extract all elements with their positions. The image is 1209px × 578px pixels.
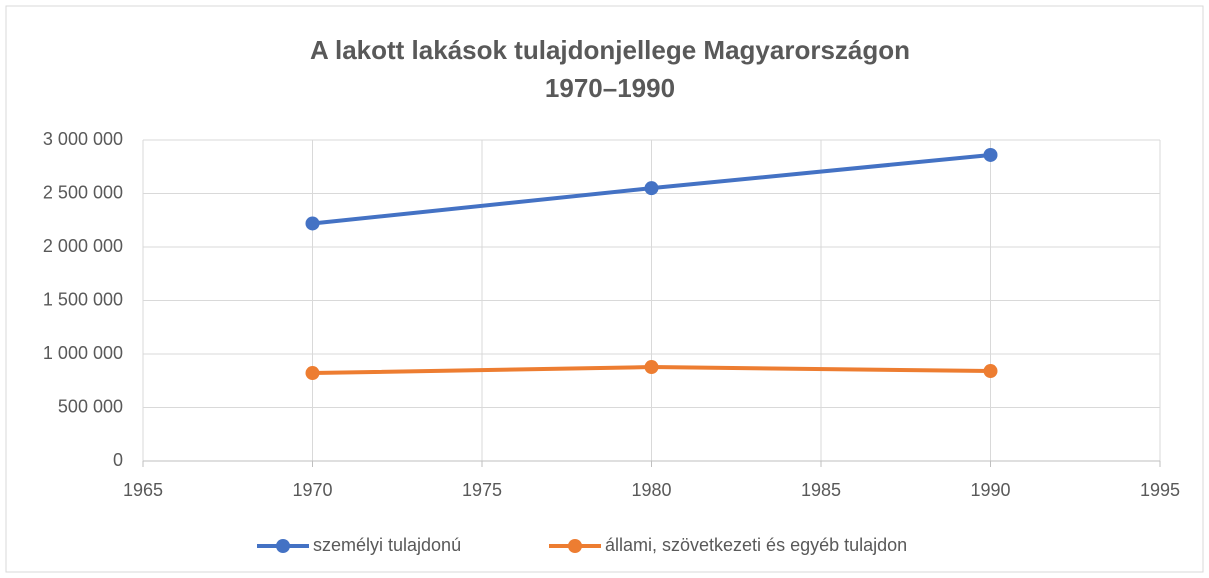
y-tick-label: 1 000 000: [43, 343, 123, 363]
x-tick-label: 1990: [970, 480, 1010, 500]
x-tick-label: 1970: [292, 480, 332, 500]
y-tick-label: 2 500 000: [43, 182, 123, 202]
y-tick-label: 500 000: [58, 396, 123, 416]
legend-label: személyi tulajdonú: [313, 535, 461, 555]
data-point: [983, 147, 998, 162]
y-tick-label: 2 000 000: [43, 236, 123, 256]
data-point: [305, 366, 320, 381]
chart-frame: [5, 5, 1204, 573]
x-tick-label: 1965: [123, 480, 163, 500]
data-point: [305, 216, 320, 231]
chart-subtitle: 1970–1990: [545, 73, 675, 103]
data-point: [983, 364, 998, 379]
x-tick-label: 1995: [1140, 480, 1180, 500]
data-point: [644, 360, 659, 375]
legend-marker: [568, 539, 582, 553]
y-tick-label: 0: [113, 450, 123, 470]
legend-marker: [276, 539, 290, 553]
y-tick-label: 3 000 000: [43, 129, 123, 149]
chart-title: A lakott lakások tulajdonjellege Magyaro…: [310, 35, 910, 65]
y-tick-label: 1 500 000: [43, 289, 123, 309]
legend-label: állami, szövetkezeti és egyéb tulajdon: [605, 535, 907, 555]
x-tick-label: 1980: [631, 480, 671, 500]
data-point: [644, 181, 659, 196]
x-tick-label: 1975: [462, 480, 502, 500]
x-tick-label: 1985: [801, 480, 841, 500]
